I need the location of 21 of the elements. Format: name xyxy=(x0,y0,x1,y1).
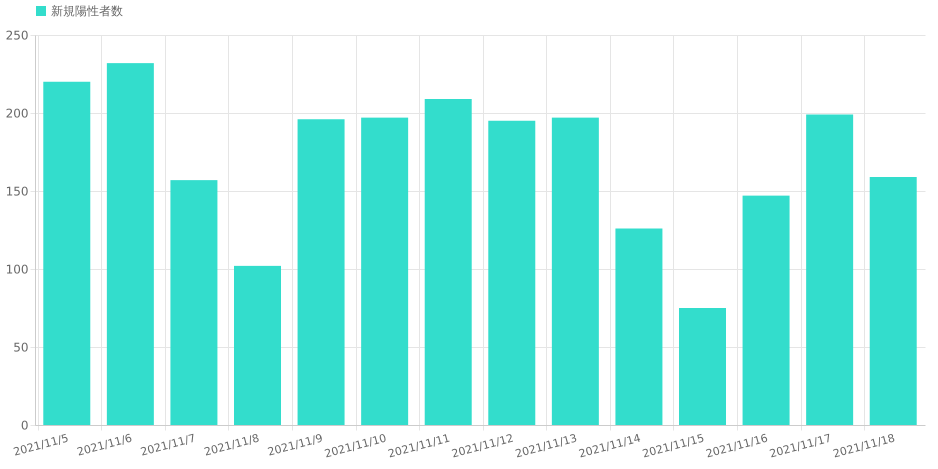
bar xyxy=(298,119,345,425)
y-tick-label: 100 xyxy=(6,262,28,276)
y-tick-label: 50 xyxy=(13,340,28,354)
bar xyxy=(742,196,790,425)
bar xyxy=(106,63,154,425)
bar xyxy=(806,114,854,425)
bar xyxy=(170,180,218,425)
bar xyxy=(43,82,90,425)
legend-label: 新規陽性者数 xyxy=(51,4,123,18)
bar xyxy=(234,266,281,425)
bar xyxy=(361,118,408,425)
bar xyxy=(870,176,917,425)
y-tick-label: 250 xyxy=(6,28,28,42)
y-tick-label: 200 xyxy=(6,106,28,120)
bar xyxy=(424,98,472,425)
bar xyxy=(552,118,599,425)
bar xyxy=(679,308,726,425)
bar xyxy=(488,120,536,425)
y-tick-label: 0 xyxy=(20,418,28,432)
bar xyxy=(615,228,662,425)
y-tick-label: 150 xyxy=(6,184,28,198)
